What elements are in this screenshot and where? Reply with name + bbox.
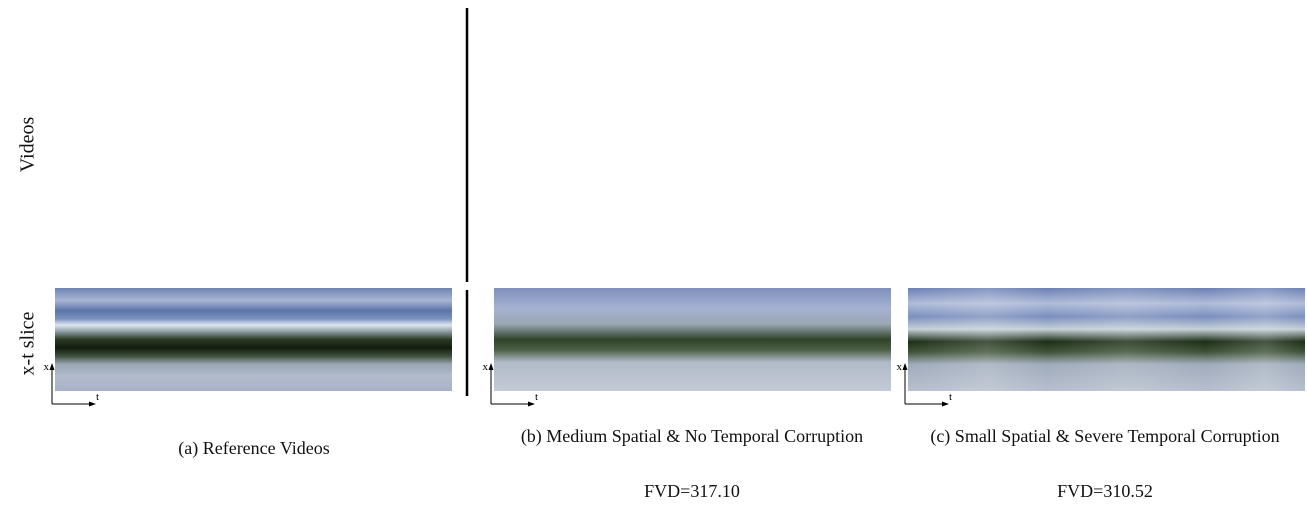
caption: (a) Reference Videos xyxy=(74,436,434,460)
xt-slice-image xyxy=(55,288,452,391)
axis-label: t xyxy=(535,391,538,403)
fvd-score: FVD=310.52 xyxy=(925,479,1285,503)
xt-slice-overlay xyxy=(908,288,1305,391)
figure: {"row_labels": ["Videos", "x-t slice"], … xyxy=(0,0,1307,506)
panels: x t x t x t xyxy=(0,0,1307,420)
fvd-score: FVD=317.10 xyxy=(512,479,872,503)
xt-slice-image xyxy=(494,288,891,391)
caption: (b) Medium Spatial & No Temporal Corrupt… xyxy=(512,424,872,448)
arrow-head xyxy=(489,363,494,370)
arrow-head xyxy=(89,402,96,407)
axis-label: x xyxy=(897,361,903,373)
axis-label: x xyxy=(483,361,489,373)
arrow-head xyxy=(528,402,535,407)
arrow-head xyxy=(942,402,949,407)
axis-label: x xyxy=(44,361,50,373)
caption: (c) Small Spatial & Severe Temporal Corr… xyxy=(925,424,1285,448)
axis-label: t xyxy=(96,391,99,403)
arrow-head xyxy=(903,363,908,370)
arrow-head xyxy=(50,363,55,370)
axis-label: t xyxy=(949,391,952,403)
